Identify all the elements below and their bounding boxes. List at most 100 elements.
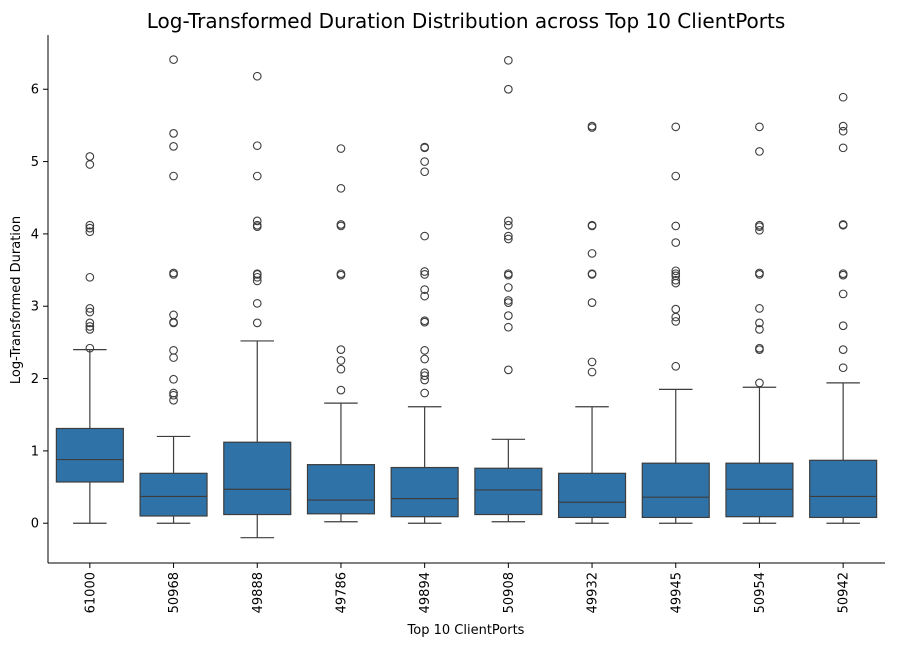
outlier-point — [252, 171, 262, 181]
outlier-point — [671, 122, 681, 132]
iqr-box — [725, 462, 794, 518]
outlier-point — [420, 270, 430, 279]
plot-area — [55, 55, 878, 539]
box-group-49932 — [557, 121, 627, 524]
outlier-point — [504, 55, 513, 65]
outlier-point — [420, 368, 430, 378]
outlier-point — [420, 371, 430, 381]
outlier-point — [504, 84, 513, 94]
outlier-point — [169, 390, 178, 400]
y-ticks: 0 1 2 3 4 5 6 — [31, 83, 48, 532]
outlier-point — [252, 216, 262, 226]
outlier-point — [420, 388, 430, 398]
outlier-point — [85, 318, 95, 328]
outlier-point — [169, 310, 178, 320]
iqr-box — [474, 467, 543, 516]
x-tick-label: 50942 — [837, 572, 852, 613]
box-group-50954 — [725, 122, 794, 524]
outlier-point — [838, 269, 848, 279]
outlier-point — [169, 55, 178, 64]
outlier-point — [85, 152, 95, 161]
outlier-point — [85, 307, 95, 317]
outlier-point — [85, 304, 95, 313]
outlier-point — [85, 223, 95, 233]
iqr-box — [139, 472, 208, 517]
outlier-point — [252, 318, 262, 328]
outlier-point — [169, 388, 178, 398]
outlier-point — [587, 249, 597, 258]
outlier-point — [169, 353, 178, 362]
y-tick-label: 3 — [31, 300, 39, 315]
outlier-point — [671, 269, 681, 279]
outlier-point — [755, 220, 764, 230]
outlier-point — [504, 269, 513, 279]
outlier-point — [420, 142, 430, 152]
y-axis-label: Log-Transformed Duration — [9, 216, 24, 384]
outlier-point — [504, 216, 513, 226]
outlier-point — [838, 220, 848, 229]
outlier-point — [169, 142, 178, 151]
outlier-point — [755, 147, 764, 156]
x-tick-label: 49894 — [418, 572, 433, 613]
outlier-point — [252, 71, 262, 81]
outlier-point — [587, 220, 597, 230]
iqr-box — [557, 472, 627, 519]
outlier-point — [755, 378, 764, 388]
box-group-49786 — [306, 144, 376, 523]
outlier-point — [169, 171, 178, 181]
outlier-point — [336, 356, 346, 365]
chart-title: Log-Transformed Duration Distribution ac… — [147, 9, 786, 33]
outlier-point — [755, 304, 764, 313]
outlier-point — [420, 354, 430, 364]
outlier-point — [838, 345, 848, 354]
outlier-point — [252, 141, 262, 151]
y-tick-label: 6 — [31, 83, 39, 98]
outlier-point — [671, 221, 681, 231]
outlier-point — [420, 285, 430, 294]
outlier-point — [85, 227, 95, 237]
outlier-point — [671, 171, 681, 181]
outlier-point — [671, 238, 681, 247]
outlier-point — [755, 225, 764, 235]
x-ticks: 61000 50968 49888 49786 49894 50908 49932 49945… — [83, 563, 852, 613]
x-tick-label: 50908 — [502, 572, 517, 613]
outlier-point — [85, 272, 95, 282]
outlier-point — [169, 268, 178, 278]
outlier-point — [838, 92, 848, 102]
outlier-point — [755, 122, 764, 132]
outlier-point — [85, 322, 95, 331]
x-axis-label: Top 10 ClientPorts — [407, 623, 525, 638]
outlier-point — [587, 269, 597, 279]
outlier-point — [252, 220, 262, 230]
y-tick-label: 4 — [31, 227, 39, 242]
outlier-point — [420, 316, 430, 326]
y-tick-label: 0 — [31, 517, 39, 532]
outlier-point — [420, 157, 430, 166]
outlier-point — [85, 160, 95, 169]
box-group-50942 — [809, 92, 878, 524]
outlier-point — [755, 325, 764, 334]
outlier-point — [420, 267, 430, 276]
outlier-point — [838, 321, 848, 331]
y-tick-label: 5 — [31, 155, 39, 170]
box-group-49888 — [223, 71, 292, 539]
outlier-point — [587, 357, 597, 367]
x-tick-label: 49932 — [586, 572, 601, 613]
outlier-point — [85, 343, 95, 353]
outlier-point — [671, 304, 681, 314]
outlier-point — [671, 317, 681, 326]
x-tick-label: 49945 — [669, 572, 684, 613]
outlier-point — [504, 234, 513, 244]
outlier-point — [755, 343, 764, 353]
outlier-point — [336, 364, 346, 374]
outlier-point — [671, 361, 681, 371]
y-tick-label: 2 — [31, 372, 39, 387]
iqr-box — [306, 464, 376, 515]
outlier-point — [252, 269, 262, 279]
outlier-point — [671, 266, 681, 276]
outlier-point — [420, 291, 430, 301]
outlier-point — [838, 126, 848, 136]
outlier-point — [169, 374, 178, 384]
x-tick-label: 61000 — [83, 572, 98, 613]
